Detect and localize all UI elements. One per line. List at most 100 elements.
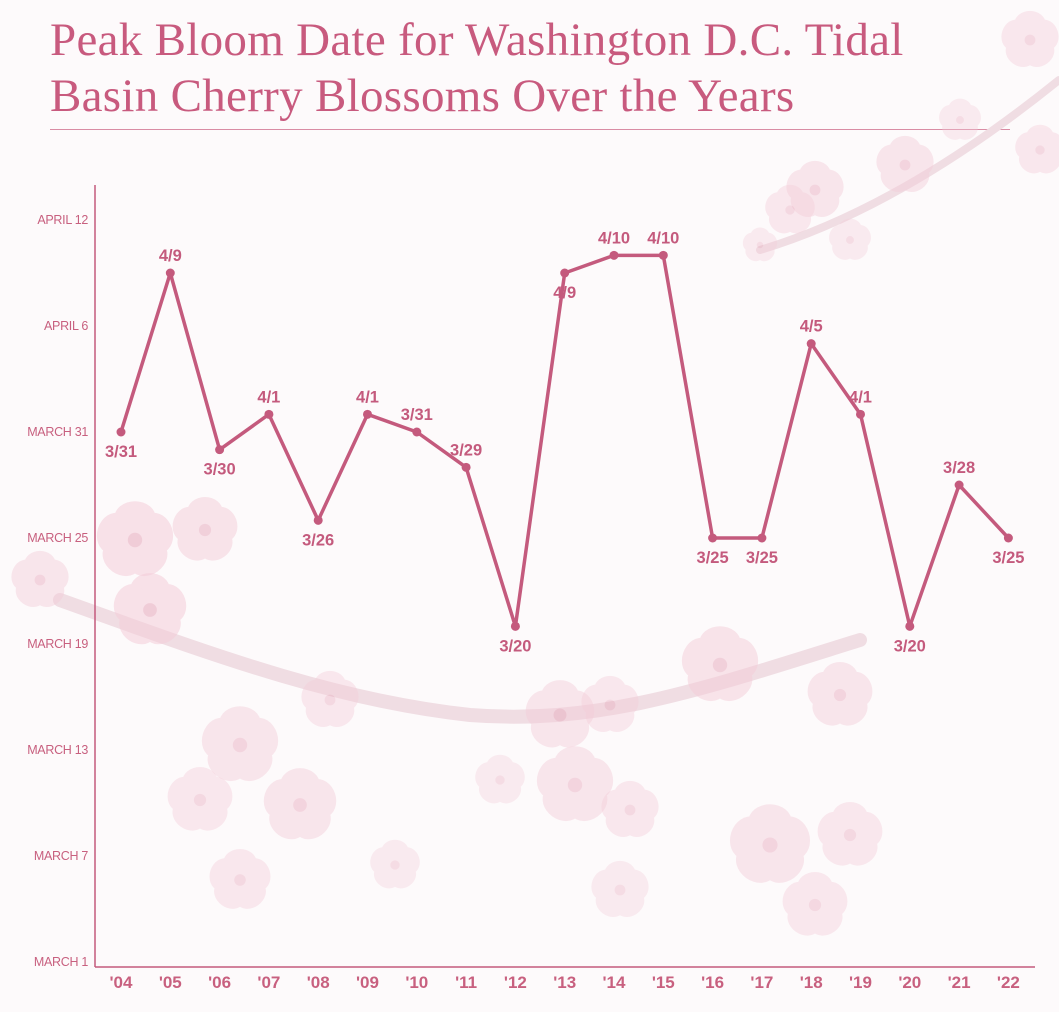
- x-tick-label: '11: [455, 973, 477, 992]
- x-tick-label: '10: [405, 973, 428, 992]
- blossom-flower: [581, 675, 639, 733]
- y-tick-label: MARCH 25: [27, 531, 88, 545]
- blossom-flower: [742, 227, 778, 262]
- data-label: 3/26: [302, 531, 334, 549]
- blossom-flower: [301, 670, 359, 728]
- data-point: [510, 621, 520, 631]
- data-point: [264, 409, 274, 419]
- data-point: [1003, 533, 1013, 543]
- data-point: [215, 445, 225, 455]
- blossom-flower: [786, 160, 844, 218]
- x-tick-label: '22: [997, 973, 1020, 992]
- data-point: [363, 409, 372, 419]
- data-point: [461, 462, 471, 472]
- data-point: [856, 409, 865, 419]
- data-point: [905, 621, 915, 631]
- data-label: 4/1: [356, 388, 379, 406]
- y-tick-label: MARCH 31: [27, 425, 88, 439]
- blossom-flower: [817, 802, 883, 866]
- data-point: [757, 533, 767, 543]
- blossom-flower: [536, 746, 614, 822]
- x-tick-label: '21: [948, 973, 971, 992]
- blossom-flower: [263, 768, 337, 840]
- data-point: [954, 480, 964, 490]
- x-tick-label: '08: [307, 973, 330, 992]
- data-point: [116, 427, 126, 437]
- data-point: [560, 268, 570, 278]
- blossom-flower: [782, 872, 848, 936]
- data-label: 3/25: [746, 549, 778, 567]
- data-label: 3/28: [943, 459, 975, 477]
- data-label: 4/9: [553, 284, 576, 302]
- y-tick-label: APRIL 6: [44, 319, 88, 333]
- x-tick-label: '19: [849, 973, 872, 992]
- blossom-flower: [807, 662, 873, 726]
- chart-title-line-2: Basin Cherry Blossoms Over the Years: [50, 70, 795, 122]
- data-label: 4/1: [849, 388, 872, 406]
- data-point: [708, 533, 718, 543]
- y-axis-ticks: MARCH 1 MARCH 7 MARCH 13 MARCH 19 MARCH 25 MA…: [27, 213, 88, 969]
- x-tick-label: '04: [110, 973, 133, 992]
- series-group: [116, 250, 1013, 631]
- x-tick-label: '12: [504, 973, 527, 992]
- blossom-branch: [756, 76, 1059, 254]
- data-label: 4/10: [647, 229, 679, 247]
- y-tick-label: MARCH 19: [27, 637, 88, 651]
- data-label: 3/25: [992, 549, 1024, 567]
- data-point: [806, 339, 816, 349]
- data-label: 3/29: [450, 441, 482, 459]
- blossom-flower: [729, 804, 811, 883]
- data-label: 3/20: [499, 637, 531, 655]
- y-tick-label: MARCH 13: [27, 743, 88, 757]
- data-point: [165, 268, 175, 278]
- x-tick-label: '06: [208, 973, 231, 992]
- chart-title: Peak Bloom Date for Washington D.C. Tida…: [50, 12, 1010, 124]
- data-point: [609, 250, 619, 260]
- y-tick-label: MARCH 7: [34, 849, 89, 863]
- blossom-flower: [11, 550, 69, 608]
- blossom-flower: [475, 754, 525, 804]
- blossom-flower: [113, 573, 187, 645]
- data-point: [658, 250, 668, 260]
- x-tick-label: '20: [898, 973, 921, 992]
- x-tick-label: '16: [701, 973, 724, 992]
- data-label: 3/30: [204, 461, 236, 479]
- x-axis-ticks: '04 '05 '06 '07 '08 '09 '10 '11 '12 '13 '14 '15 '16 '…: [110, 973, 1020, 992]
- blossom-flower: [370, 839, 420, 889]
- blossom-flower: [167, 767, 233, 831]
- blossom-flower: [591, 860, 649, 918]
- blossom-flower: [96, 501, 174, 577]
- data-point: [412, 427, 422, 437]
- y-tick-label: APRIL 12: [37, 213, 88, 227]
- blossom-flower: [765, 184, 815, 234]
- blossom-flower: [201, 706, 279, 782]
- data-label: 4/5: [800, 318, 823, 336]
- blossom-flower: [525, 680, 595, 748]
- data-label: 3/31: [401, 406, 433, 424]
- data-label: 3/31: [105, 443, 137, 461]
- data-label: 3/20: [894, 637, 926, 655]
- x-tick-label: '13: [553, 973, 576, 992]
- blossom-flower: [601, 780, 659, 838]
- data-labels: 3/31 4/9 3/30 4/1 3/26 4/1 3/31 3/29 3/20 4/9 4/10…: [105, 229, 1025, 655]
- blossom-flower: [1001, 10, 1059, 68]
- blossom-flower: [1015, 124, 1059, 174]
- data-point: [313, 515, 323, 525]
- x-tick-label: '17: [750, 973, 773, 992]
- blossom-flower: [681, 626, 759, 702]
- data-label: 4/9: [159, 247, 182, 265]
- blossom-flower: [876, 135, 934, 193]
- cherry-blossom-background: [11, 10, 1059, 936]
- data-label: 4/10: [598, 229, 630, 247]
- x-tick-label: '18: [800, 973, 823, 992]
- blossom-flower: [209, 848, 271, 909]
- series-line: [119, 253, 1011, 629]
- blossom-flower: [939, 98, 981, 140]
- x-tick-label: '05: [159, 973, 182, 992]
- chart-axes: [94, 185, 1035, 968]
- data-label: 4/1: [257, 388, 280, 406]
- x-tick-label: '07: [257, 973, 280, 992]
- y-tick-label: MARCH 1: [34, 955, 89, 969]
- x-tick-label: '14: [603, 973, 626, 992]
